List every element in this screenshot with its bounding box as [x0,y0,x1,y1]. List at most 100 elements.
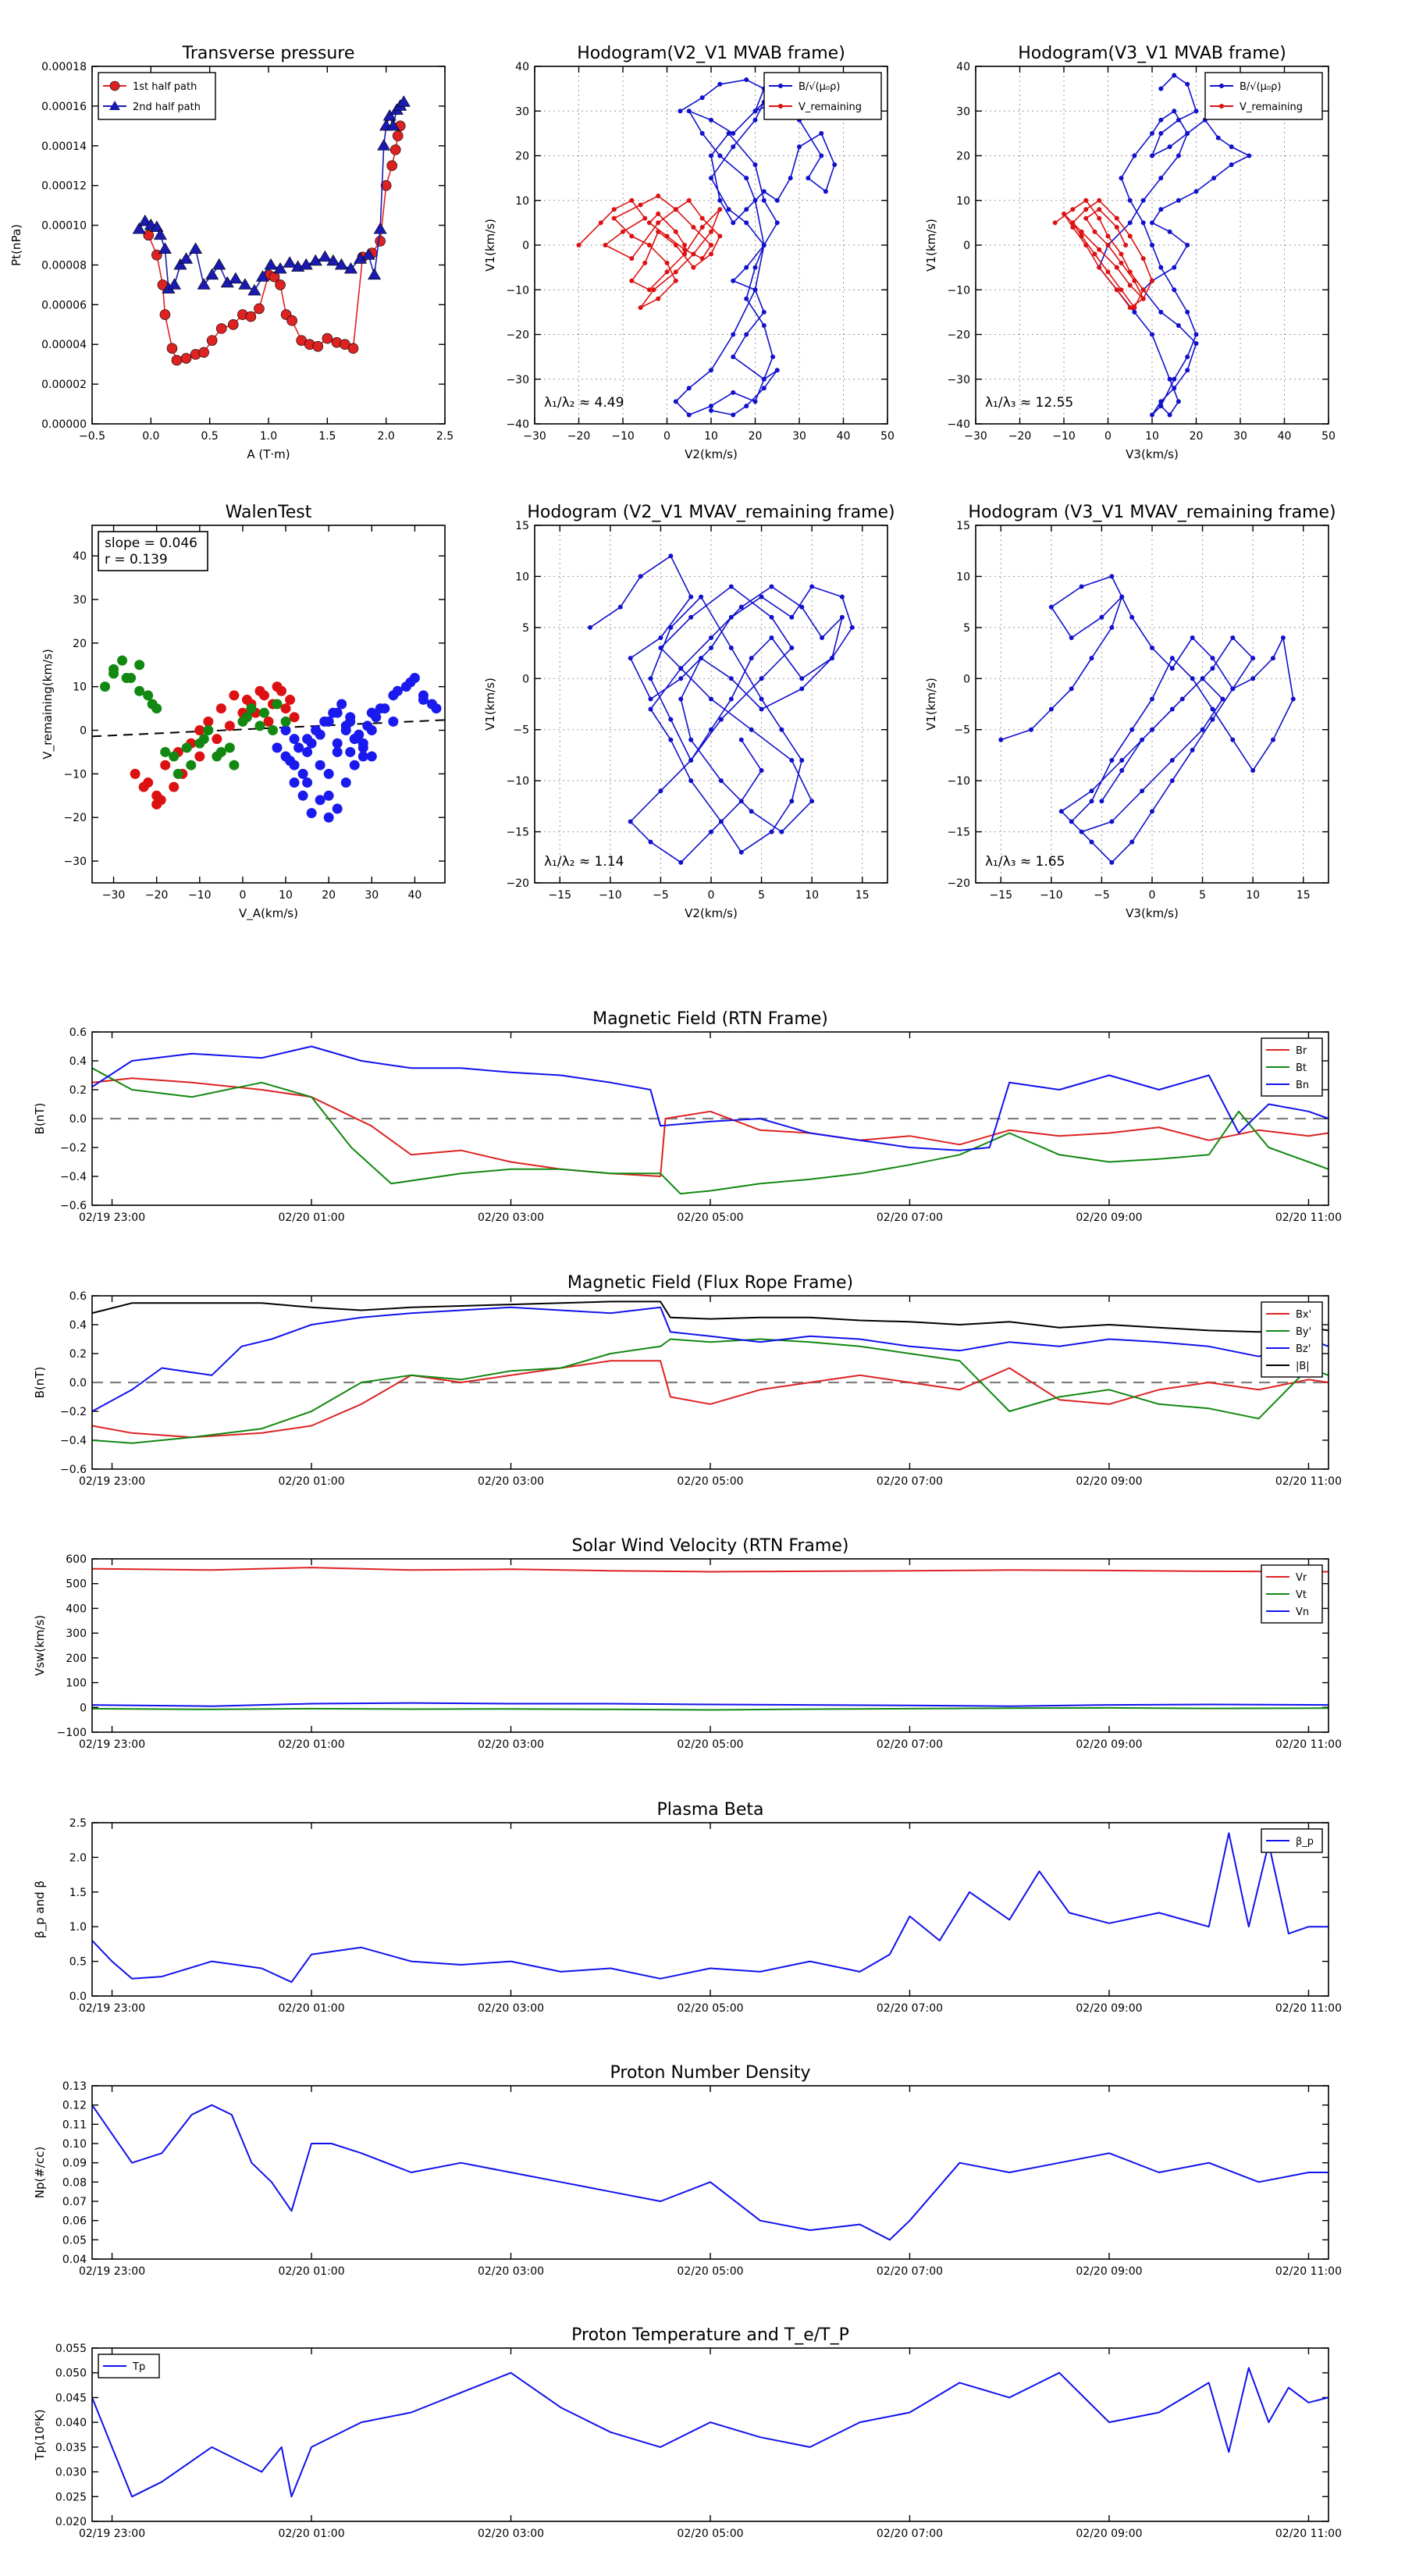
x-tick-label: −10 [611,430,635,443]
data-point [779,727,784,732]
data-point-circle [159,309,171,320]
y-tick-label: −10 [506,775,529,788]
y-axis-label: Vsw(km/s) [33,1615,47,1676]
data-point [1062,211,1066,216]
data-point [789,799,795,804]
data-point [642,260,648,265]
scatter-point [155,795,166,806]
y-tick-label: −30 [63,856,87,868]
data-point [1052,220,1058,226]
data-point [1083,207,1089,212]
data-point [738,604,744,610]
series-line [92,1300,1329,1333]
x-tick-label: 02/20 07:00 [877,1738,943,1751]
scatter-point [117,655,128,666]
data-point [686,386,692,391]
data-point [1172,287,1177,293]
data-point [709,243,713,247]
data-point-triangle [397,95,411,107]
data-point [1176,153,1181,158]
data-point-circle [375,236,386,247]
scatter-point [332,803,343,814]
data-point [1190,635,1195,640]
data-point [638,202,643,208]
x-tick-label: 15 [855,889,870,902]
data-point-circle [386,160,398,172]
scatter-point [241,712,252,723]
data-point [726,130,731,136]
data-point-triangle [153,228,167,240]
x-tick-label: 02/20 09:00 [1076,2002,1142,2015]
scatter-point [263,716,274,727]
y-tick-label: 0.055 [55,2343,87,2355]
data-point [1169,757,1175,763]
data-point [749,656,754,661]
y-tick-label: 20 [73,638,87,650]
x-tick-label: 02/20 09:00 [1076,2265,1142,2278]
panel-magnetic-field-flux-rope: 02/19 23:00 02/20 01:00 02/20 03:00 02/20 0… [33,1273,1342,1488]
data-point [1176,117,1181,123]
legend: B/√(μ₀ρ) V_remaining [763,72,882,120]
legend: Tp [98,2354,160,2379]
x-tick-label: −5 [1094,889,1110,902]
y-tick-label: 0.025 [55,2491,87,2503]
data-point [1158,130,1164,136]
data-point [668,553,674,559]
x-tick-label: 02/20 05:00 [677,2002,743,2015]
data-point [1119,768,1125,774]
y-axis-label: Np(#/cc) [33,2147,47,2199]
y-tick-label: −40 [506,418,529,431]
y-tick-label: 0 [80,725,87,738]
data-point [1158,86,1164,91]
scatter-point [323,812,334,823]
y-tick-label: −15 [947,827,970,839]
data-point [1172,386,1177,391]
data-point [1140,287,1146,293]
data-point [728,696,734,702]
scatter-point [357,751,368,762]
x-tick-label: 02/20 05:00 [677,2528,743,2540]
data-point [1089,788,1094,794]
x-tick-label: −0.5 [79,430,105,443]
data-point [769,635,774,640]
data-point [629,197,635,203]
x-tick-label: 02/20 11:00 [1275,2002,1342,2015]
legend-label: B/√(μ₀ρ) [799,81,840,93]
panel-magnetic-field-rtn: 02/19 23:00 02/20 01:00 02/20 03:00 02/20 0… [33,1009,1342,1224]
y-tick-label: −0.2 [60,1142,87,1155]
scatter-point [371,712,382,723]
data-point [738,849,744,855]
data-point [709,229,713,234]
panel-transverse-pressure: −0.5 0.0 0.5 1.0 1.5 2.0 2.5 0.00000 0.00002 0.00… [9,44,454,461]
chart-title: Proton Temperature and T_e/T_P [571,2325,849,2345]
scatter-point [332,746,343,757]
data-point [1114,287,1119,293]
data-point [1119,251,1124,257]
data-point [668,717,674,722]
y-tick-label: 0.4 [69,1055,87,1068]
data-point [1169,666,1175,671]
scatter-point [203,716,214,727]
scatter-point [272,742,283,753]
scatter-point [160,760,171,770]
x-tick-label: −30 [964,430,987,443]
x-tick-label: 02/19 23:00 [79,2002,145,2015]
data-point [709,117,713,123]
y-tick-label: 0.2 [69,1084,87,1097]
scatter-point [336,699,347,710]
data-point [839,614,845,620]
x-tick-label: 02/20 01:00 [278,1212,344,1224]
data-point [1109,574,1115,579]
data-point [646,220,652,226]
data-point [759,768,764,774]
data-point-triangle [318,250,332,262]
data-point [1097,265,1102,270]
data-point [744,332,749,337]
data-point [731,354,736,360]
data-point [744,77,749,83]
data-point [1127,233,1133,239]
x-tick-label: −20 [1008,430,1032,443]
x-tick-label: 02/20 05:00 [677,1212,743,1224]
y-tick-label: 10 [956,571,970,583]
data-point [1185,354,1190,360]
